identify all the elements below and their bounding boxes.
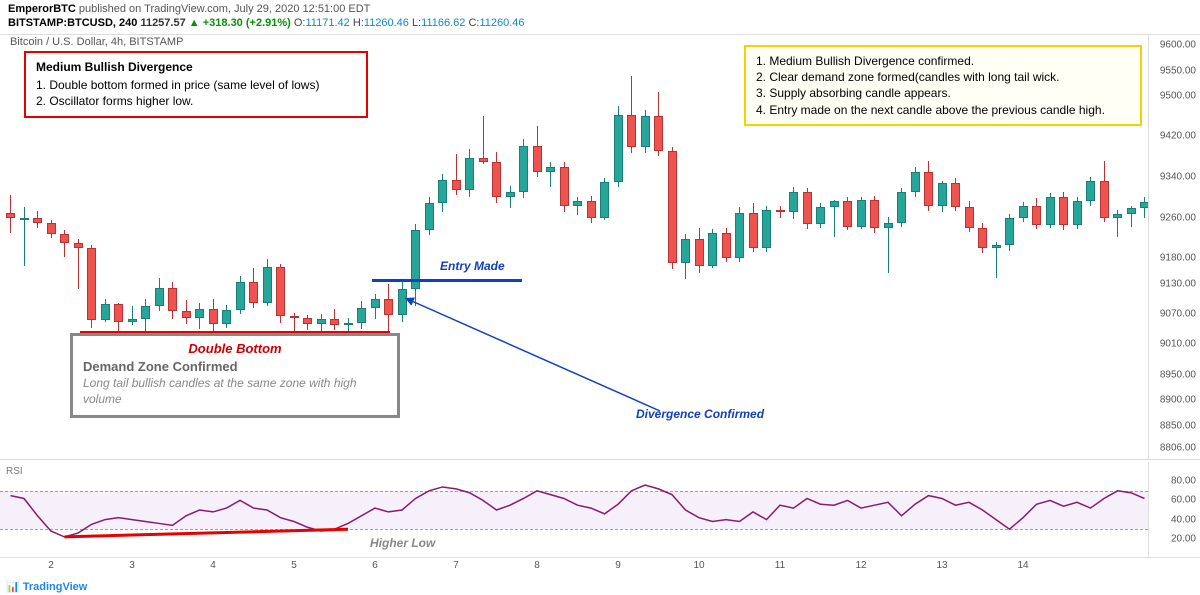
yellow-annotation-box: 1. Medium Bullish Divergence confirmed. … (744, 45, 1142, 126)
higher-low-label: Higher Low (370, 536, 435, 550)
price-chart[interactable]: 9600.009550.009500.009420.009340.009260.… (0, 34, 1200, 460)
entry-label: Entry Made (440, 259, 505, 273)
gray-annotation-box: Double Bottom Demand Zone Confirmed Long… (70, 333, 400, 418)
divergence-arrow (400, 293, 700, 423)
entry-line (372, 279, 522, 282)
rsi-chart[interactable]: RSI Higher Low 80.0060.0040.0020.00 (0, 462, 1200, 558)
time-axis: 234567891011121314 (0, 560, 1148, 576)
rsi-axis: 80.0060.0040.0020.00 (1148, 462, 1200, 557)
price-axis: 9600.009550.009500.009420.009340.009260.… (1148, 35, 1200, 459)
author: EmperorBTC (8, 3, 76, 15)
tradingview-logo[interactable]: TradingView (6, 580, 87, 593)
ticker: BITSTAMP:BTCUSD, 240 (8, 17, 137, 29)
red-annotation-box: Medium Bullish Divergence 1. Double bott… (24, 51, 368, 118)
divergence-label: Divergence Confirmed (636, 407, 764, 421)
chart-header: EmperorBTC published on TradingView.com,… (0, 0, 1200, 32)
